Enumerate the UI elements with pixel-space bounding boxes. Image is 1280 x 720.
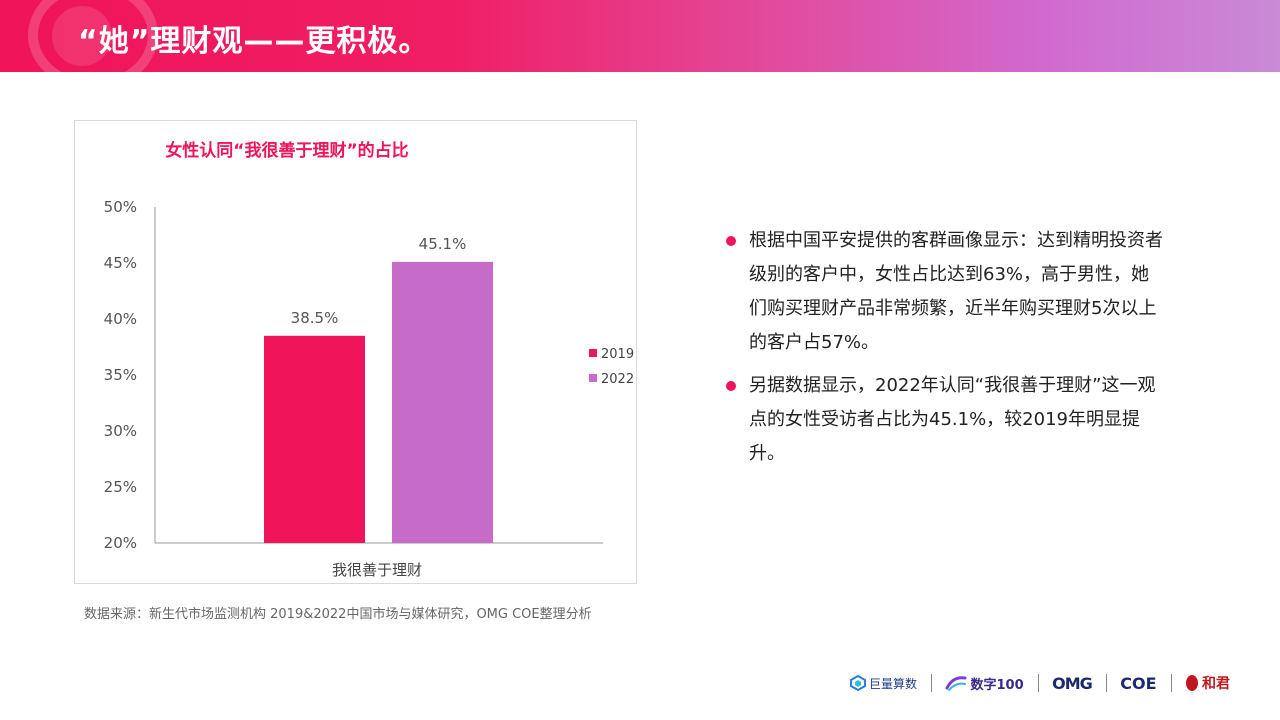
legend-label: 2019 — [601, 347, 634, 362]
juliang-logo: 巨量算数 — [850, 675, 917, 692]
bullet-item: 另据数据显示，2022年认同“我很善于理财”这一观点的女性受访者占比为45.1%… — [724, 369, 1164, 471]
digital100-mark-icon — [945, 676, 967, 691]
decorative-circle — [52, 6, 112, 66]
hejun-seal-icon — [1185, 675, 1198, 691]
juliang-logo-text: 巨量算数 — [869, 676, 918, 691]
header-banner: “她”理财观——更积极。 — [0, 0, 1280, 72]
page-title: “她”理财观——更积极。 — [78, 24, 430, 59]
decorative-ring — [28, 0, 158, 72]
bar-2022 — [392, 261, 493, 543]
legend-swatch — [589, 374, 597, 382]
omg-logo-text: OMG — [1052, 673, 1093, 693]
bullet-text: 根据中国平安提供的客群画像显示：达到精明投资者级别的客户中，女性占比达到63%，… — [749, 230, 1163, 353]
legend-swatch — [589, 349, 597, 357]
y-tick-label: 45% — [104, 254, 137, 272]
legend-label: 2022 — [601, 372, 634, 387]
y-tick-label: 50% — [104, 198, 137, 216]
juliang-mark-icon — [850, 675, 866, 691]
omg-logo: OMG — [1052, 673, 1093, 693]
digital100-logo: 数字100 — [945, 674, 1024, 693]
hejun-logo: 和君 — [1185, 673, 1230, 693]
x-category-label: 我很善于理财 — [332, 561, 422, 579]
hejun-logo-text: 和君 — [1201, 676, 1230, 692]
bullet-item: 根据中国平安提供的客群画像显示：达到精明投资者级别的客户中，女性占比达到63%，… — [724, 224, 1164, 360]
digital100-logo-text: 数字100 — [970, 677, 1024, 693]
y-tick-label: 25% — [104, 478, 137, 496]
chart-panel: 女性认同“我很善于理财”的占比 20% 25% 30% 35% 40% 45% 50% 38.5… — [74, 120, 637, 584]
logo-bar: 巨量算数 数字100 OMG COE 和君 — [850, 668, 1230, 698]
data-label: 45.1% — [419, 235, 467, 253]
bullet-text: 另据数据显示，2022年认同“我很善于理财”这一观点的女性受访者占比为45.1%… — [749, 375, 1156, 464]
bar-chart: 女性认同“我很善于理财”的占比 20% 25% 30% 35% 40% 45% 50% 38.5… — [104, 140, 634, 579]
bullet-dot-icon — [726, 381, 736, 391]
y-tick-label: 40% — [104, 310, 137, 328]
y-tick-label: 20% — [104, 534, 137, 552]
chart-title: 女性认同“我很善于理财”的占比 — [165, 140, 408, 161]
coe-logo-text: COE — [1120, 673, 1157, 693]
bar-2019 — [264, 335, 365, 543]
coe-logo: COE — [1120, 674, 1156, 693]
data-source-note: 数据来源：新生代市场监测机构 2019&2022中国市场与媒体研究，OMG CO… — [84, 607, 592, 622]
bullet-dot-icon — [726, 236, 736, 246]
bullet-list: 根据中国平安提供的客群画像显示：达到精明投资者级别的客户中，女性占比达到63%，… — [724, 224, 1164, 480]
data-label: 38.5% — [291, 309, 339, 327]
y-tick-label: 35% — [104, 366, 137, 384]
y-tick-label: 30% — [104, 422, 137, 440]
